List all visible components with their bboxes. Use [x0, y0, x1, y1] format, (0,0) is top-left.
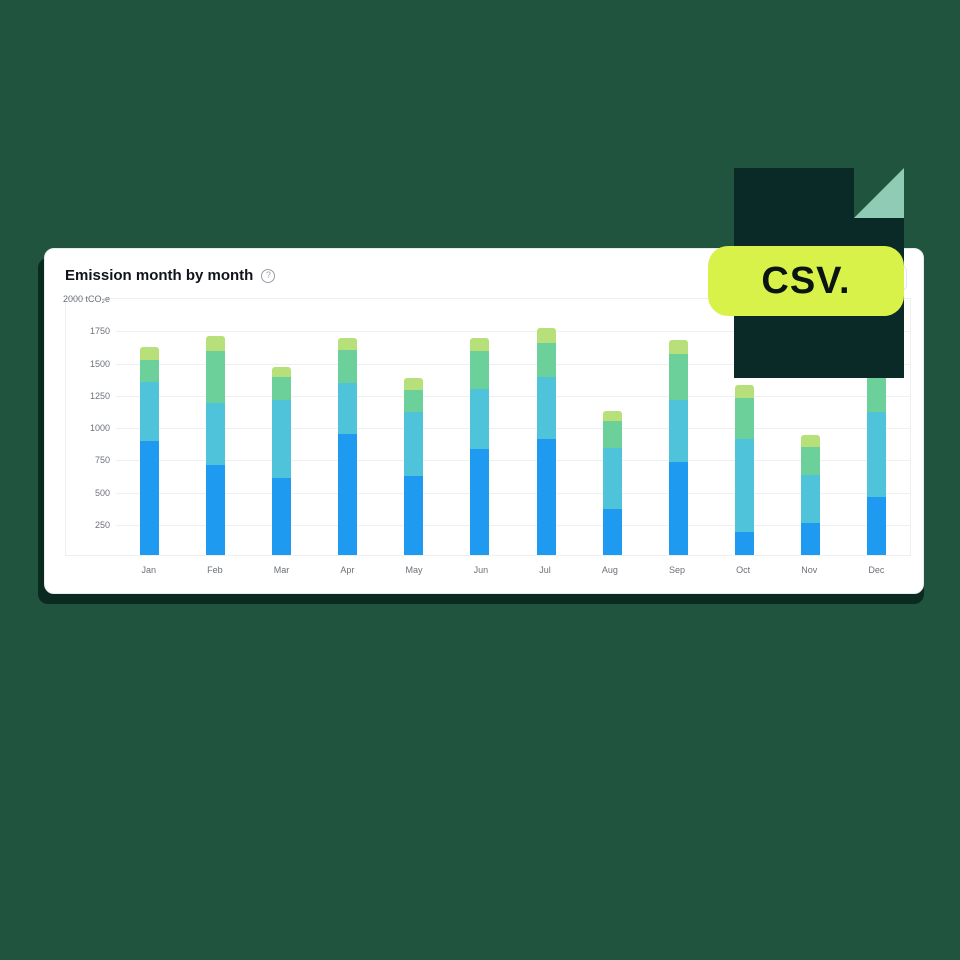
bar-segment: [735, 385, 754, 398]
bar-segment: [537, 328, 556, 343]
bar: [537, 328, 556, 555]
x-axis-tick-label: May: [406, 565, 423, 575]
bar-segment: [140, 441, 159, 555]
y-axis-tick-label: 250: [95, 520, 110, 530]
x-axis-tick-label: Jul: [539, 565, 551, 575]
x-axis-tick-label: Nov: [801, 565, 817, 575]
bar-segment: [801, 435, 820, 447]
bar-segment: [272, 478, 291, 555]
bar-segment: [140, 347, 159, 360]
file-fold-icon: [854, 168, 904, 218]
bar: [470, 338, 489, 555]
x-axis-tick-label: Jun: [474, 565, 489, 575]
bar-segment: [537, 377, 556, 439]
bar-segment: [603, 411, 622, 421]
bar-segment: [206, 351, 225, 403]
bar-segment: [206, 403, 225, 465]
bar-segment: [404, 378, 423, 390]
bar-segment: [272, 400, 291, 477]
bar-segment: [470, 449, 489, 555]
bar-segment: [537, 343, 556, 377]
x-axis-tick-label: Sep: [669, 565, 685, 575]
help-icon[interactable]: ?: [261, 269, 275, 283]
bar-segment: [735, 439, 754, 532]
bar-segment: [603, 509, 622, 555]
bar-segment: [801, 475, 820, 523]
bar: [801, 435, 820, 555]
y-axis-tick-label: 1250: [90, 391, 110, 401]
y-axis-tick-label: 1500: [90, 359, 110, 369]
bar-segment: [537, 439, 556, 555]
x-axis-tick-label: Apr: [340, 565, 354, 575]
bar-segment: [867, 497, 886, 555]
bar-segment: [404, 412, 423, 477]
bar: [206, 336, 225, 555]
bar-segment: [735, 398, 754, 439]
bar: [338, 338, 357, 555]
bar-segment: [801, 523, 820, 555]
y-axis-tick-label: 1000: [90, 423, 110, 433]
bar-segment: [206, 465, 225, 555]
bar-segment: [338, 350, 357, 384]
bar-segment: [669, 462, 688, 555]
bar-segment: [272, 367, 291, 377]
bar: [140, 347, 159, 555]
bar-segment: [867, 412, 886, 497]
card-title: Emission month by month: [65, 267, 253, 284]
x-axis-tick-label: Mar: [274, 565, 290, 575]
bar: [603, 411, 622, 555]
y-axis-tick-label: 500: [95, 488, 110, 498]
bar-segment: [338, 383, 357, 433]
bar-segment: [669, 400, 688, 462]
x-axis-tick-label: Jan: [142, 565, 157, 575]
x-axis-tick-label: Dec: [868, 565, 884, 575]
bar-segment: [735, 532, 754, 555]
y-axis-unit-label: 2000 tCO₂e: [63, 294, 110, 304]
bar-segment: [669, 340, 688, 354]
bar-segment: [669, 354, 688, 400]
x-axis-tick-label: Feb: [207, 565, 223, 575]
bar: [272, 367, 291, 555]
x-axis-tick-label: Aug: [602, 565, 618, 575]
csv-file-icon: CSV.: [734, 168, 904, 378]
bar: [669, 340, 688, 555]
bar: [404, 378, 423, 555]
bar-segment: [603, 448, 622, 509]
bar-segment: [404, 390, 423, 412]
bar-segment: [140, 382, 159, 441]
csv-badge: CSV.: [708, 246, 904, 316]
bar-segment: [603, 421, 622, 448]
y-axis-tick-label: 750: [95, 455, 110, 465]
bar-segment: [470, 351, 489, 388]
bar-segment: [272, 377, 291, 400]
bar-segment: [140, 360, 159, 382]
bar-segment: [470, 338, 489, 351]
bar-segment: [338, 434, 357, 555]
bar: [867, 347, 886, 555]
bar-segment: [470, 389, 489, 450]
y-axis-tick-label: 1750: [90, 326, 110, 336]
bar: [735, 385, 754, 555]
bar-segment: [404, 476, 423, 555]
bar-segment: [801, 447, 820, 475]
bar-segment: [338, 338, 357, 350]
bar-segment: [206, 336, 225, 351]
x-axis-tick-label: Oct: [736, 565, 750, 575]
